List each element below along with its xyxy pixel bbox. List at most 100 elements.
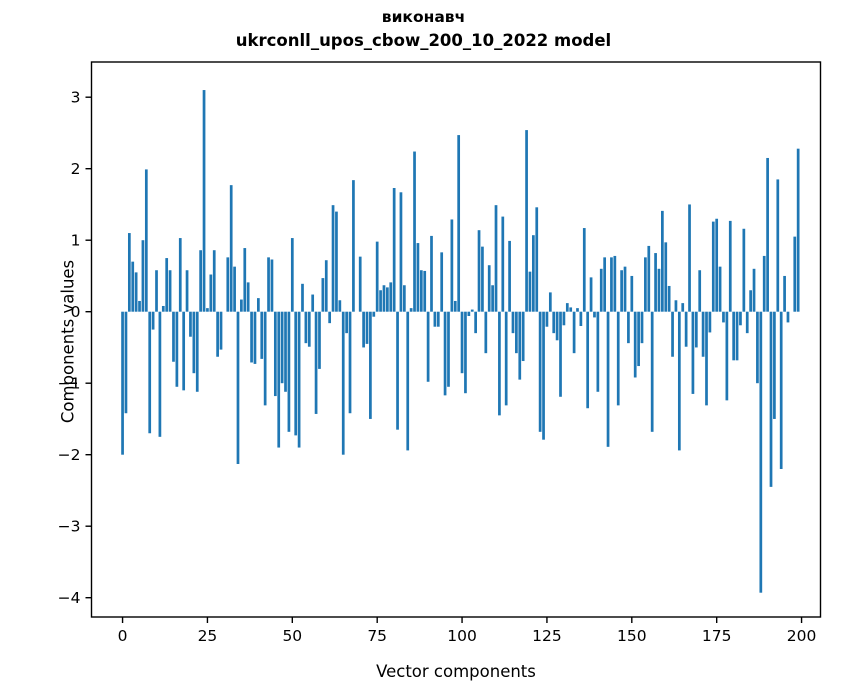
bar	[267, 257, 270, 312]
bar	[151, 311, 155, 330]
bar	[694, 311, 698, 348]
bar	[148, 311, 152, 434]
x-tick-label: 200	[787, 627, 817, 645]
bar	[379, 290, 382, 312]
bar	[307, 311, 311, 347]
bar	[236, 311, 240, 464]
bar	[345, 311, 348, 334]
bar	[195, 311, 199, 392]
bar	[226, 257, 230, 312]
bar	[253, 311, 257, 364]
bar	[498, 311, 501, 416]
bar	[705, 311, 708, 406]
bar	[144, 169, 148, 312]
x-tick-label: 75	[367, 627, 387, 645]
bar	[260, 311, 264, 359]
bar	[216, 311, 219, 357]
bar	[691, 311, 695, 394]
x-tick-label: 0	[118, 627, 128, 645]
bar	[240, 299, 243, 312]
bar	[311, 294, 315, 312]
bar	[338, 300, 342, 312]
bar	[545, 311, 549, 327]
bar	[460, 311, 464, 374]
bar	[654, 253, 657, 312]
bar	[365, 311, 369, 344]
bar	[504, 311, 508, 406]
bar	[155, 270, 158, 312]
y-tick-label: −1	[58, 375, 81, 393]
bar	[701, 311, 705, 357]
bar	[749, 290, 752, 312]
bar	[559, 311, 562, 397]
bar	[508, 240, 511, 312]
bar	[301, 283, 304, 312]
bar	[402, 285, 406, 312]
bar	[202, 90, 206, 312]
bar	[447, 311, 450, 387]
y-tick-label: −2	[58, 446, 81, 464]
bar	[640, 311, 644, 344]
bar	[613, 255, 617, 312]
bar	[766, 157, 769, 312]
bar	[423, 270, 427, 312]
bar	[189, 311, 192, 337]
bar	[284, 311, 287, 392]
bar	[783, 275, 786, 312]
bar	[796, 148, 800, 312]
bar	[637, 311, 640, 367]
x-tick-label: 175	[702, 627, 732, 645]
bar	[572, 311, 576, 354]
bar	[647, 245, 651, 312]
bar	[586, 311, 590, 409]
bar	[348, 311, 352, 414]
bar	[321, 278, 325, 312]
bar	[341, 311, 345, 455]
bar	[175, 311, 179, 387]
bar	[304, 311, 308, 344]
bar	[433, 311, 437, 327]
bar	[246, 282, 250, 312]
bar	[579, 311, 583, 326]
bar	[627, 311, 630, 344]
bar	[192, 311, 196, 374]
chart-title-model: ukrconll_upos_cbow_200_10_2022 model	[235, 31, 612, 50]
bar	[212, 250, 216, 312]
bar	[172, 311, 175, 362]
bar	[297, 311, 301, 448]
bar	[623, 266, 627, 312]
bar	[158, 311, 162, 437]
bar	[131, 261, 135, 312]
bar	[389, 282, 393, 312]
bar	[776, 179, 780, 312]
bar	[518, 311, 522, 380]
bar	[769, 311, 773, 487]
bar	[664, 242, 668, 312]
bar	[708, 311, 712, 333]
bar	[576, 308, 579, 312]
bar	[358, 256, 362, 312]
y-tick-label: 2	[71, 160, 81, 178]
bar	[762, 255, 766, 312]
bar	[630, 275, 634, 312]
y-tick-label: −3	[58, 518, 81, 536]
bar	[467, 311, 471, 316]
bar	[491, 285, 494, 312]
bar	[250, 311, 253, 363]
bar	[728, 220, 732, 312]
bar	[671, 311, 674, 357]
bar	[121, 311, 124, 455]
bar	[745, 311, 749, 334]
x-tick-label: 125	[532, 627, 562, 645]
ticks-group	[85, 96, 803, 623]
plot-border	[90, 61, 822, 618]
bar	[243, 248, 247, 312]
bars-group	[121, 90, 800, 593]
bar	[206, 308, 209, 312]
bar	[599, 268, 603, 312]
tick-labels-group: 0 25 50 75 100 125 150 175 200 3 2 1 0 −1 −2 −3 −4	[58, 89, 817, 645]
bar	[606, 311, 610, 447]
y-tick-label: −4	[58, 589, 81, 607]
bar	[263, 311, 267, 406]
